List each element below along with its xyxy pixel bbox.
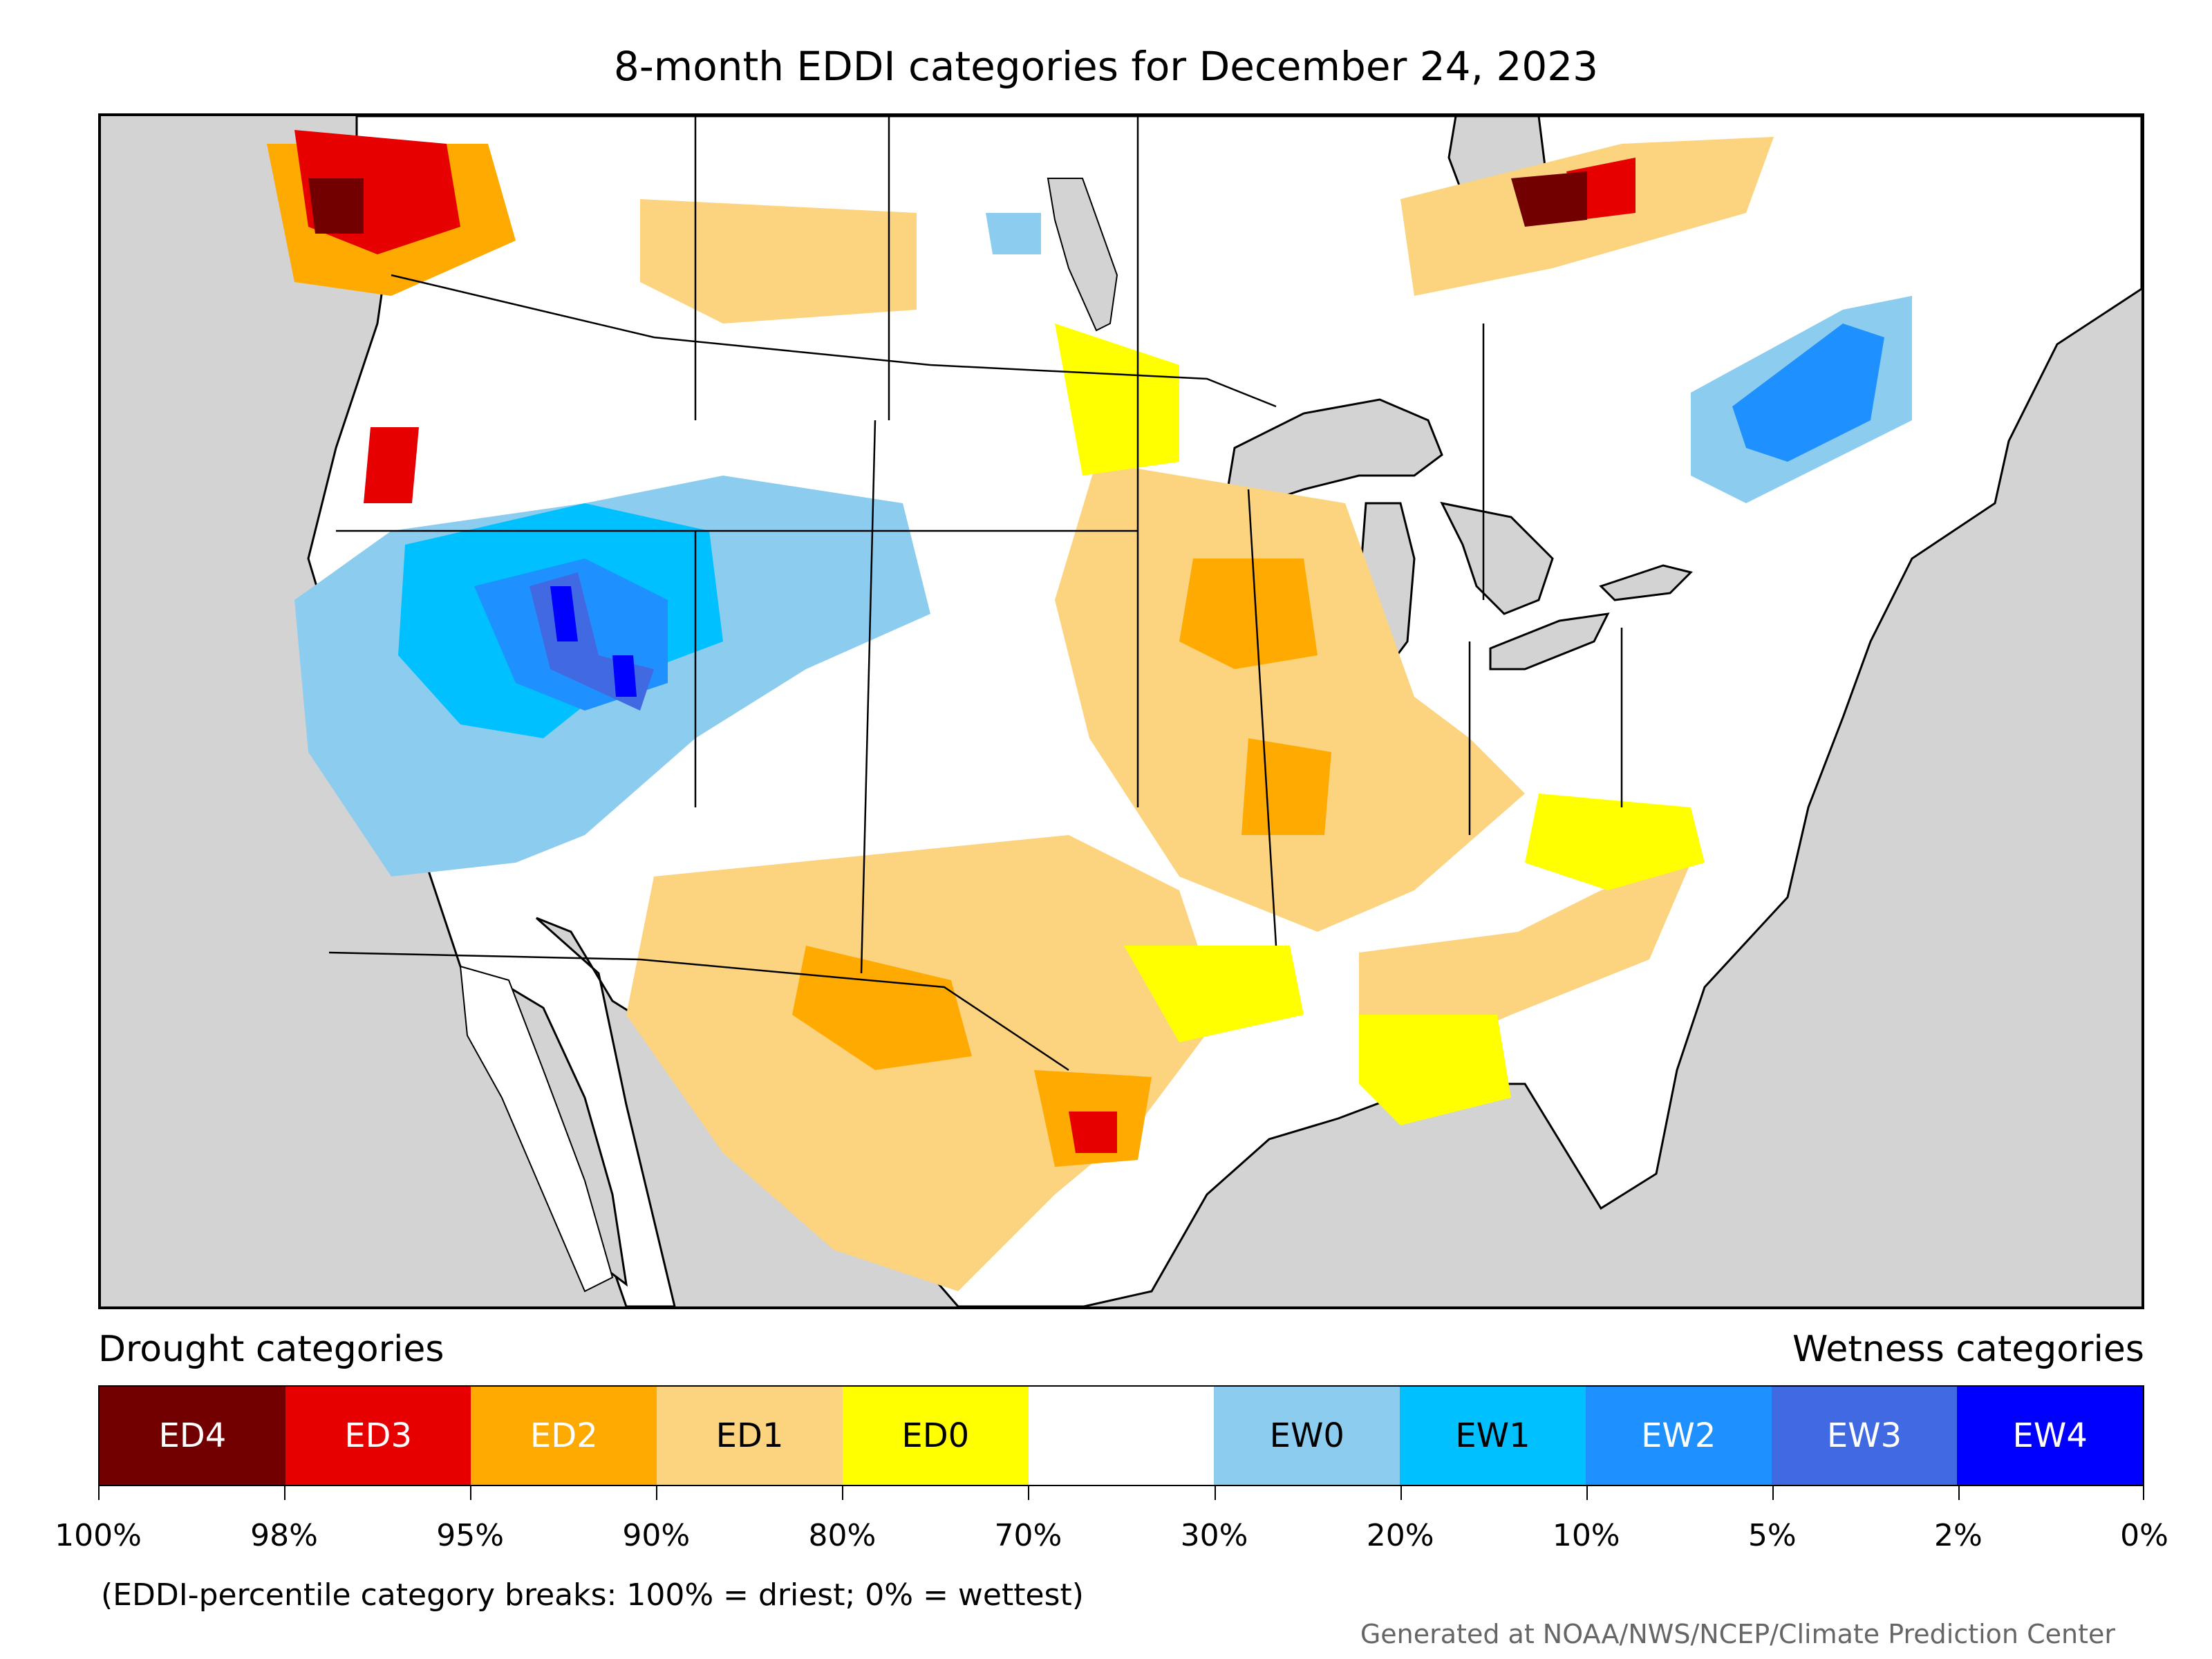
tick-label: 10%	[1552, 1518, 1620, 1553]
category-breaks-note: (EDDI-percentile category breaks: 100% =…	[101, 1577, 1084, 1613]
tick-mark	[1400, 1486, 1402, 1500]
tick-mark	[1772, 1486, 1774, 1500]
colorbar-cell-ed0: ED0	[842, 1387, 1029, 1485]
colorbar-cell-ew3: EW3	[1771, 1387, 1958, 1485]
tick-label: 5%	[1747, 1518, 1797, 1553]
tick-mark	[1586, 1486, 1588, 1500]
credit-line: Generated at NOAA/NWS/NCEP/Climate Predi…	[1360, 1619, 2115, 1649]
tick-mark	[1028, 1486, 1030, 1500]
colorbar-cell-neutral	[1028, 1387, 1215, 1485]
map-title: 8-month EDDI categories for December 24,…	[613, 43, 1599, 90]
tick-label: 100%	[55, 1518, 142, 1553]
colorbar-cell-ed1: ED1	[657, 1387, 843, 1485]
category-regions	[267, 130, 1912, 1291]
tick-label: 30%	[1180, 1518, 1248, 1553]
tick-mark	[1214, 1486, 1216, 1500]
wetness-categories-heading: Wetness categories	[1792, 1329, 2144, 1370]
tick-label: 70%	[994, 1518, 1062, 1553]
colorbar-cell-ew2: EW2	[1585, 1387, 1772, 1485]
tick-mark	[656, 1486, 658, 1500]
lake-huron	[1440, 501, 1554, 615]
lake-winnipeg	[1047, 178, 1118, 332]
tick-label: 98%	[250, 1518, 318, 1553]
baja-peninsula	[459, 965, 614, 1293]
tick-mark	[842, 1486, 844, 1500]
eddi-map	[98, 113, 2144, 1309]
colorbar-cell-ed3: ED3	[285, 1387, 471, 1485]
tick-mark	[1958, 1486, 1960, 1500]
tick-label: 95%	[436, 1518, 505, 1553]
tick-label: 90%	[622, 1518, 691, 1553]
political-borders	[328, 116, 1623, 1071]
colorbar-cell-ew4: EW4	[1957, 1387, 2144, 1485]
lake-ontario	[1599, 564, 1693, 601]
colorbar-cell-ew1: EW1	[1400, 1387, 1586, 1485]
tick-label: 20%	[1366, 1518, 1434, 1553]
tick-label: 0%	[2120, 1518, 2168, 1553]
category-colorbar: ED4 ED3 ED2 ED1 ED0 EW0 EW1 EW2 EW3 EW4	[98, 1385, 2144, 1486]
tick-mark	[284, 1486, 286, 1500]
colorbar-cell-ed2: ED2	[471, 1387, 657, 1485]
tick-label: 2%	[1934, 1518, 1983, 1553]
drought-categories-heading: Drought categories	[98, 1329, 444, 1370]
tick-mark	[2143, 1486, 2144, 1500]
percentile-ticks: 100% 98% 95% 90% 80% 70% 30% 20% 10% 5% 2% 0%	[55, 1486, 2168, 1555]
colorbar-cell-ed4: ED4	[100, 1387, 285, 1485]
tick-mark	[98, 1486, 100, 1500]
tick-label: 80%	[808, 1518, 877, 1553]
colorbar-cell-ew0: EW0	[1214, 1387, 1400, 1485]
lake-erie	[1489, 612, 1610, 671]
tick-mark	[470, 1486, 472, 1500]
eddi-map-canvas	[267, 116, 2141, 1306]
